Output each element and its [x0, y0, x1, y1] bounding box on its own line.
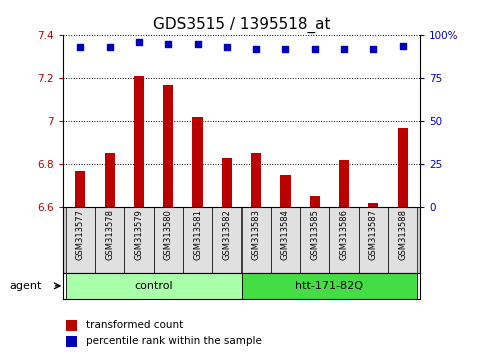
Point — [76, 45, 84, 50]
Point — [252, 46, 260, 52]
Bar — [212, 207, 242, 273]
Bar — [310, 196, 320, 207]
Bar — [66, 273, 242, 299]
Bar — [339, 160, 349, 207]
Bar — [66, 336, 77, 347]
Text: GSM313581: GSM313581 — [193, 209, 202, 260]
Bar — [271, 207, 300, 273]
Text: agent: agent — [10, 281, 42, 291]
Text: htt-171-82Q: htt-171-82Q — [296, 281, 363, 291]
Text: GSM313582: GSM313582 — [222, 209, 231, 260]
Text: GSM313579: GSM313579 — [134, 209, 143, 260]
Text: percentile rank within the sample: percentile rank within the sample — [86, 336, 262, 346]
Bar — [242, 207, 271, 273]
Bar — [154, 207, 183, 273]
Bar — [75, 171, 85, 207]
Point — [282, 46, 289, 52]
Bar — [242, 273, 417, 299]
Point — [311, 46, 319, 52]
Text: GSM313580: GSM313580 — [164, 209, 173, 260]
Bar — [163, 85, 173, 207]
Point — [194, 41, 201, 47]
Bar — [388, 207, 417, 273]
Bar — [280, 175, 291, 207]
Bar — [104, 153, 115, 207]
Bar — [124, 207, 154, 273]
Point — [106, 45, 114, 50]
Bar — [368, 203, 379, 207]
Point — [223, 45, 231, 50]
Text: GSM313587: GSM313587 — [369, 209, 378, 260]
Bar — [183, 207, 212, 273]
Bar — [66, 207, 95, 273]
Text: GSM313583: GSM313583 — [252, 209, 261, 260]
Bar — [222, 158, 232, 207]
Bar — [134, 76, 144, 207]
Bar — [329, 207, 359, 273]
Bar — [251, 153, 261, 207]
Text: GSM313578: GSM313578 — [105, 209, 114, 260]
Text: GSM313588: GSM313588 — [398, 209, 407, 260]
Point — [340, 46, 348, 52]
Point — [399, 43, 407, 48]
Bar — [359, 207, 388, 273]
Text: GSM313585: GSM313585 — [310, 209, 319, 260]
Text: GSM313584: GSM313584 — [281, 209, 290, 260]
Text: GSM313586: GSM313586 — [340, 209, 349, 260]
Bar — [95, 207, 124, 273]
Text: GSM313577: GSM313577 — [76, 209, 85, 260]
Bar — [66, 320, 77, 331]
Text: transformed count: transformed count — [86, 320, 183, 330]
Title: GDS3515 / 1395518_at: GDS3515 / 1395518_at — [153, 16, 330, 33]
Bar — [192, 117, 203, 207]
Point — [369, 46, 377, 52]
Point — [164, 41, 172, 47]
Bar — [398, 128, 408, 207]
Point — [135, 39, 143, 45]
Bar — [300, 207, 329, 273]
Text: control: control — [134, 281, 173, 291]
